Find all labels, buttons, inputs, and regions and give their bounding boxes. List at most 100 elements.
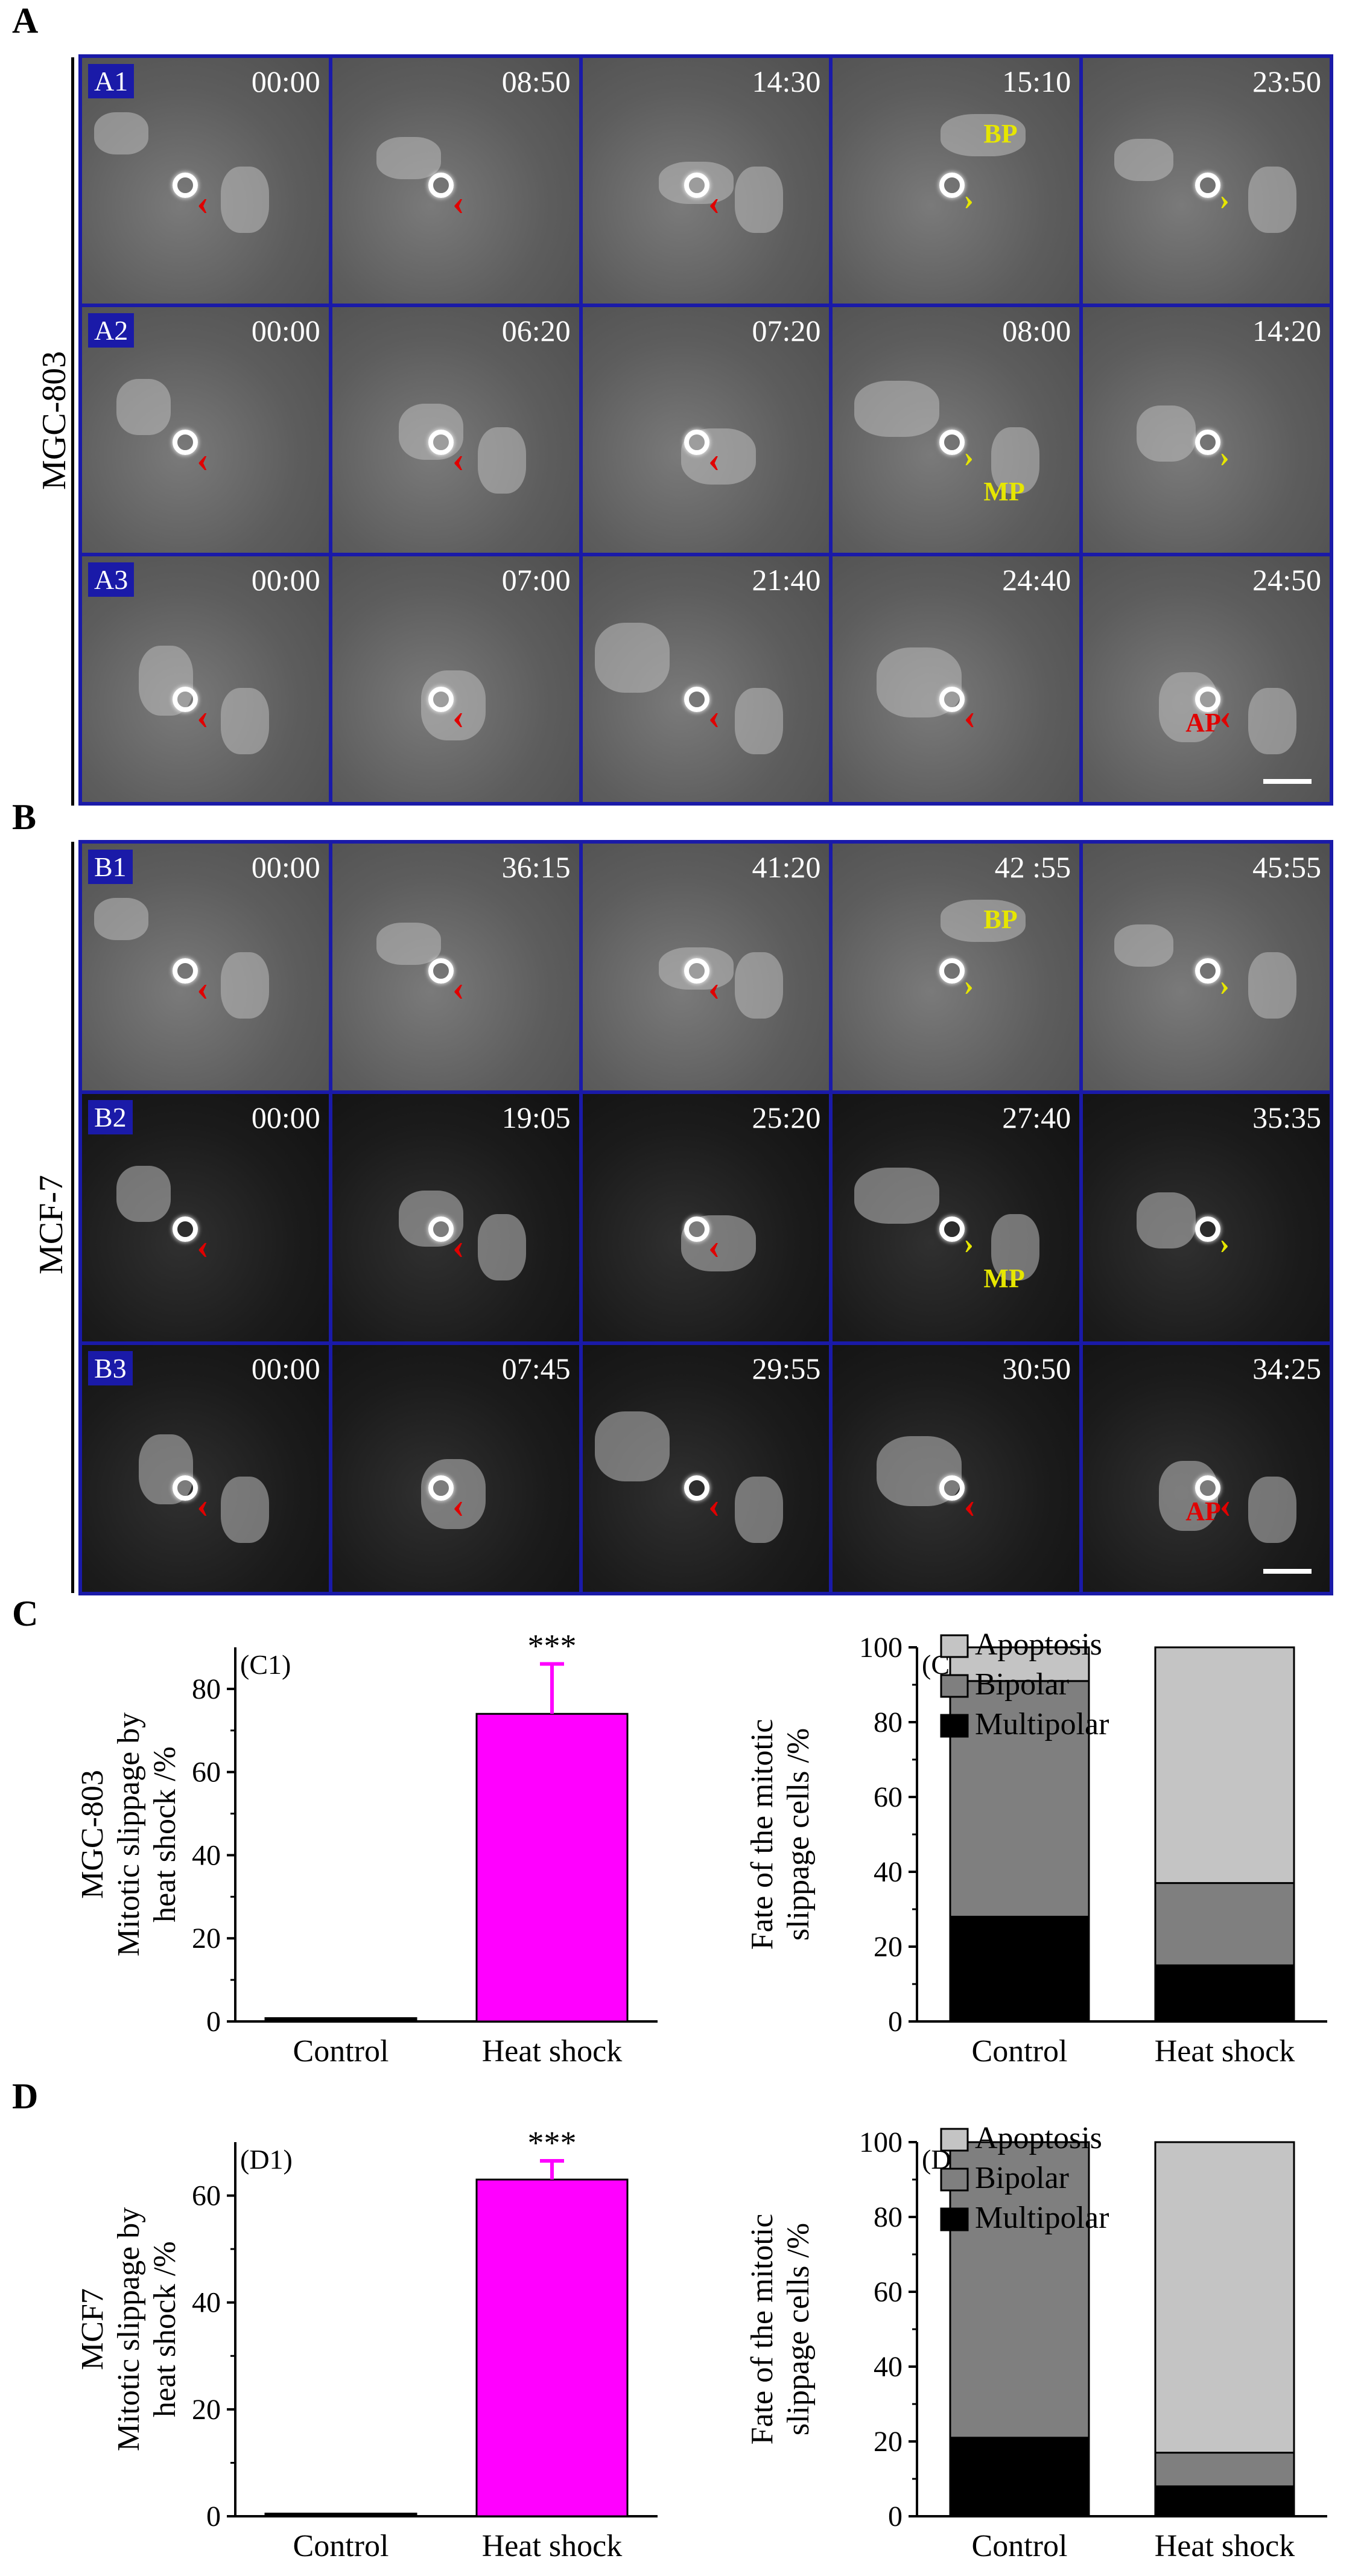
cell-shape [221, 167, 269, 233]
micrograph-tile: 14:30 ‹ [580, 56, 831, 305]
timestamp: 29:55 [752, 1351, 821, 1385]
scale-bar [1263, 1569, 1312, 1574]
red-arrow-icon: ‹ [1219, 696, 1232, 736]
micrograph-tile: 00:00 A3 ‹ [80, 555, 331, 804]
cell-shape [1137, 405, 1196, 462]
cell-shape [854, 1168, 940, 1224]
bar-segment-multipolar [1154, 2485, 1295, 2517]
cell-shape [116, 379, 171, 435]
red-arrow-icon: ‹ [197, 182, 209, 222]
yellow-arrow-icon: › [963, 182, 974, 216]
micrograph-tile: 08:00 MP › [831, 305, 1082, 555]
tracked-cell [1195, 430, 1221, 455]
micrograph-tile: 45:55 › [1081, 842, 1331, 1093]
yellow-arrow-icon: › [963, 968, 974, 1002]
legend-label: Multipolar [975, 1707, 1109, 1741]
panel-letter-a: A [12, 1, 39, 40]
micrograph-tile: 24:50 AP ‹ [1081, 555, 1331, 804]
row-tag: A2 [88, 313, 135, 348]
micrograph-tile: 25:20 ‹ [580, 1092, 831, 1343]
bar [264, 2017, 417, 2023]
micrograph-tile: 14:20 › [1081, 305, 1331, 555]
red-arrow-icon: ‹ [197, 1484, 209, 1525]
y-tick-label: 100 [859, 2126, 903, 2158]
y-tick-label: 0 [206, 2006, 221, 2038]
cell-shape [594, 1411, 670, 1481]
yellow-arrow-icon: › [963, 1226, 974, 1261]
legend-label: Apoptosis [975, 1629, 1102, 1662]
legend-swatch [940, 1714, 969, 1738]
micrograph-tile: 07:45 ‹ [330, 1343, 581, 1594]
micrograph-tile: 15:10 BP › [831, 56, 1082, 305]
cell-shape [734, 688, 783, 754]
y-tick-label: 20 [874, 2426, 903, 2458]
tracked-cell [1195, 173, 1221, 198]
tracked-cell [1195, 1216, 1221, 1242]
row-tag: B3 [88, 1350, 133, 1385]
bar [264, 2513, 417, 2517]
row-tag: A3 [88, 562, 135, 597]
x-tick-label: Control [293, 2529, 389, 2563]
event-label: AP [1185, 708, 1221, 737]
y-axis-label: Fate of the mitotic [745, 2214, 779, 2445]
cell-shape [854, 381, 940, 437]
y-axis-label: slippage cells /% [781, 1728, 816, 1941]
event-label: BP [983, 905, 1018, 934]
tracked-cell [684, 958, 709, 984]
micrograph-tile: 27:40 MP › [831, 1092, 1082, 1343]
timestamp: 14:20 [1252, 314, 1321, 348]
significance-label: *** [528, 1629, 577, 1664]
panel-a-image-grid: 00:00 A1 ‹ 08:50 ‹ 14:30 ‹ 15:10 BP › 23:50 › 00:00 A… [78, 54, 1333, 806]
bar-segment-bipolar [949, 2141, 1090, 2439]
legend-label: Bipolar [975, 1667, 1069, 1702]
cell-shape [991, 1214, 1040, 1281]
tracked-cell [939, 430, 965, 455]
cell-shape [376, 923, 441, 965]
red-arrow-icon: ‹ [197, 439, 209, 479]
tracked-cell [939, 173, 965, 198]
timestamp: 00:00 [251, 314, 320, 348]
x-tick-label: Heat shock [482, 2529, 622, 2563]
row-tag: A1 [88, 64, 135, 98]
cell-shape [1137, 1192, 1196, 1249]
cell-shape [734, 167, 783, 233]
tracked-cell [939, 1216, 965, 1242]
panel-a-row-label: MGC-803 [36, 351, 73, 490]
event-label: AP [1185, 1496, 1221, 1526]
timestamp: 34:25 [1252, 1351, 1321, 1385]
red-arrow-icon: ‹ [963, 696, 976, 736]
red-arrow-icon: ‹ [452, 1226, 465, 1267]
cell-shape [594, 623, 670, 693]
micrograph-tile: 08:50 ‹ [330, 56, 581, 305]
micrograph-tile: 35:35 › [1081, 1092, 1331, 1343]
micrograph-tile: 00:00 B2 ‹ [80, 1092, 331, 1343]
tracked-cell [939, 1475, 965, 1501]
timestamp: 07:45 [501, 1351, 571, 1385]
panel-a-bracket [71, 57, 74, 806]
red-arrow-icon: ‹ [708, 1484, 720, 1525]
tracked-cell [939, 958, 965, 984]
cell-shape [477, 1214, 526, 1281]
y-axis-label: heat shock /% [148, 2241, 182, 2417]
yellow-arrow-icon: › [1219, 1226, 1229, 1261]
red-arrow-icon: ‹ [708, 968, 720, 1008]
tracked-cell [1195, 687, 1221, 712]
x-tick-label: Control [972, 2529, 1068, 2563]
y-axis-label: Fate of the mitotic [745, 1719, 779, 1950]
micrograph-tile: 24:40 ‹ [831, 555, 1082, 804]
cell-shape [734, 952, 783, 1019]
scale-bar [1263, 779, 1312, 784]
red-arrow-icon: ‹ [452, 439, 465, 479]
red-arrow-icon: ‹ [1219, 1484, 1232, 1525]
y-tick-label: 20 [192, 1922, 221, 1954]
yellow-arrow-icon: › [1219, 439, 1229, 473]
legend-swatch [940, 1674, 969, 1698]
y-axis-label: heat shock /% [148, 1746, 182, 1922]
timestamp: 41:20 [752, 850, 821, 884]
micrograph-tile: 41:20 ‹ [580, 842, 831, 1093]
x-tick-label: Control [972, 2034, 1068, 2069]
legend-label: Apoptosis [975, 2121, 1102, 2155]
y-tick-label: 20 [874, 1931, 903, 1963]
